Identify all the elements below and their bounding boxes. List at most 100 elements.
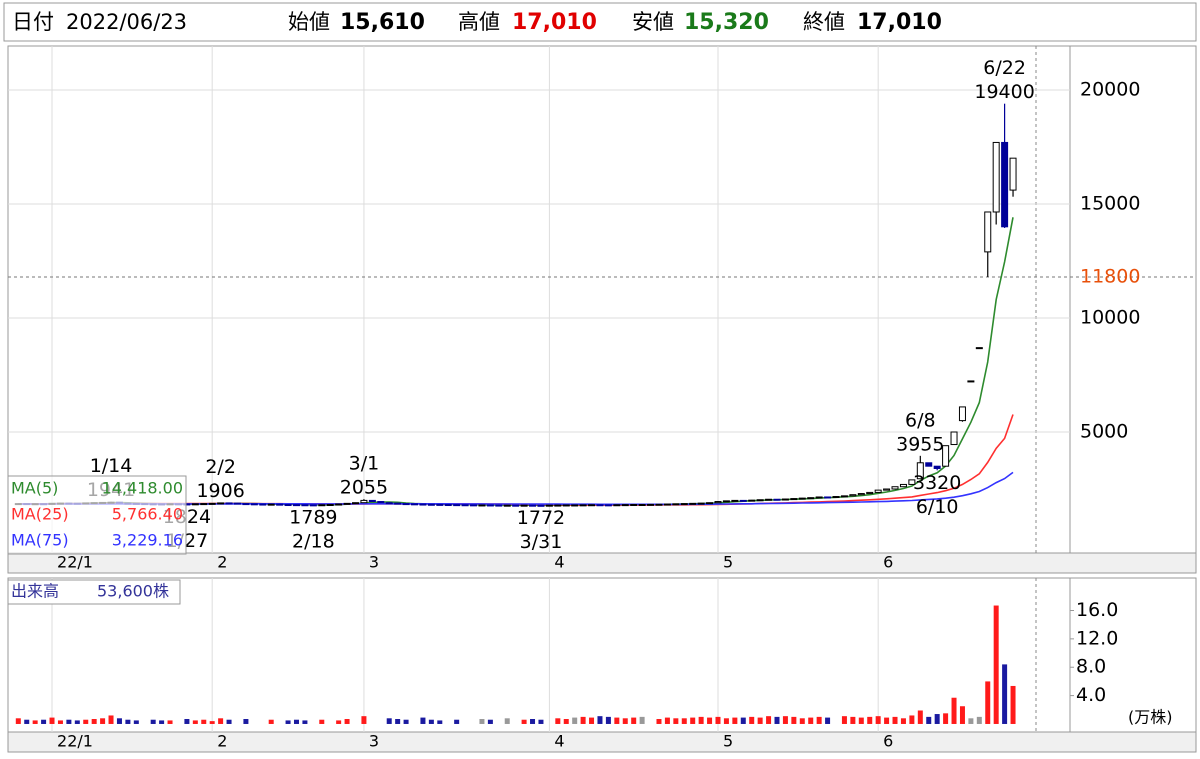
candle-body <box>815 496 823 499</box>
legend-name: MA(25) <box>11 505 69 524</box>
volume-bar <box>386 718 392 724</box>
candle-body <box>309 504 317 507</box>
candle-body <box>689 502 697 505</box>
candle-body <box>394 502 402 505</box>
candle-body <box>899 483 907 488</box>
candle-body <box>461 504 469 507</box>
candle-body <box>680 503 688 506</box>
candle-body <box>596 504 604 507</box>
x-tick-label: 6 <box>883 732 893 751</box>
candle-body <box>630 504 638 507</box>
volume-bar <box>487 719 493 724</box>
volume-last: 53,600株 <box>97 582 169 601</box>
volume-bar <box>707 717 713 724</box>
candle-body <box>191 503 199 506</box>
candle-body <box>663 503 671 506</box>
close-value: 17,010 <box>857 10 942 35</box>
candle-body <box>706 502 714 505</box>
y-tick-label: 10000 <box>1080 307 1140 329</box>
volume-bar <box>302 720 308 724</box>
volume-date-strip <box>7 731 1197 753</box>
candle-body <box>360 499 368 504</box>
annotation-date: 3/31 <box>520 531 563 553</box>
candle-body <box>301 504 309 507</box>
candle-body <box>233 502 241 505</box>
volume-bar <box>209 721 215 724</box>
candle-body <box>798 497 806 500</box>
candle-body <box>470 504 478 507</box>
candle-body <box>857 493 865 496</box>
annotation-date: 6/22 <box>983 57 1026 79</box>
candle-body <box>478 504 486 507</box>
y-tick-label: 5000 <box>1080 421 1128 443</box>
y-tick-label: 4.0 <box>1076 684 1106 706</box>
candle-body <box>807 497 815 500</box>
candle-body <box>276 503 284 506</box>
candle-body <box>444 504 452 507</box>
volume-bar <box>681 718 687 724</box>
volume-bar <box>479 719 485 724</box>
candle-body <box>714 501 722 504</box>
candle-body <box>343 502 351 505</box>
candle-body <box>722 500 730 503</box>
volume-bar <box>909 715 915 724</box>
volume-bar <box>766 716 772 724</box>
candle-body <box>495 504 503 507</box>
price-panel <box>7 45 1197 554</box>
candle-body <box>840 495 848 498</box>
candle-body <box>411 503 419 506</box>
volume-bar <box>49 717 55 724</box>
candle-body <box>352 502 359 505</box>
x-tick-label: 5 <box>723 732 733 751</box>
volume-bar <box>159 720 165 724</box>
annotation-date: 1/14 <box>90 455 133 477</box>
candle-body <box>554 504 562 507</box>
legend-value: 5,766.40 <box>112 505 183 524</box>
candle-body <box>377 501 385 504</box>
volume-bar <box>639 716 645 724</box>
annotation-date: 3/1 <box>349 453 380 475</box>
x-tick-label: 6 <box>883 553 893 572</box>
candle-body <box>529 504 537 507</box>
candle-body <box>933 465 941 469</box>
volume-bar <box>656 719 662 724</box>
volume-bar <box>605 716 611 724</box>
volume-bar <box>926 716 932 724</box>
volume-bar <box>825 717 831 724</box>
candle-body <box>436 503 444 506</box>
annotation-date: 6/10 <box>916 496 959 518</box>
volume-bar <box>1002 664 1008 724</box>
candle-body <box>739 499 747 502</box>
volume-bar <box>336 720 342 724</box>
candle-body <box>655 503 663 506</box>
x-tick-label: 2 <box>217 732 227 751</box>
volume-bar <box>715 716 721 724</box>
open-value: 15,610 <box>340 10 425 35</box>
y-tick-label: 15000 <box>1080 193 1140 215</box>
candle-body <box>571 504 579 507</box>
candle-body <box>697 502 705 505</box>
candle-body <box>765 498 773 501</box>
volume-bar <box>108 715 114 724</box>
candle-body <box>217 502 225 505</box>
volume-bar <box>268 719 274 724</box>
volume-bar <box>437 720 443 724</box>
x-tick-label: 3 <box>369 553 379 572</box>
volume-bar <box>951 697 957 724</box>
candle-body <box>604 504 612 507</box>
candle-body <box>225 502 233 505</box>
candle-body <box>588 504 596 507</box>
candle-body <box>647 503 655 506</box>
volume-bar <box>732 717 738 724</box>
x-tick-label: 22/1 <box>57 553 93 572</box>
legend-name: MA(75) <box>11 531 69 550</box>
y-tick-label: 12.0 <box>1076 627 1118 649</box>
volume-bar <box>403 719 409 724</box>
candle-body <box>200 503 208 506</box>
candle-body <box>748 499 756 502</box>
open-label: 始値 <box>288 10 330 34</box>
volume-bar <box>673 718 679 724</box>
volume-bar <box>664 717 670 724</box>
high-value: 17,010 <box>512 10 597 35</box>
